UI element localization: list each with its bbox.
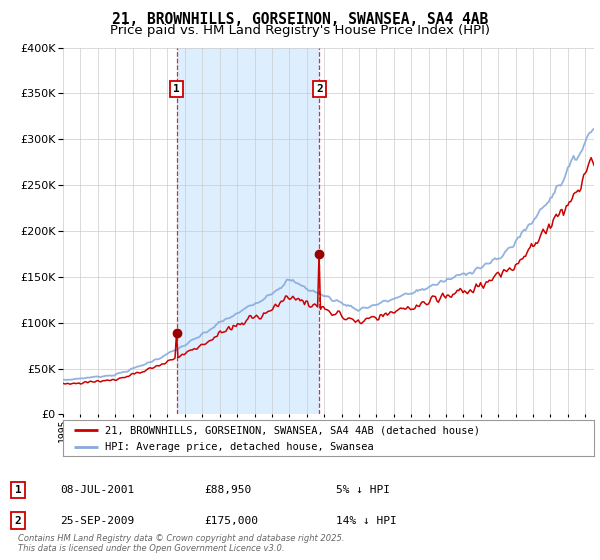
Text: £175,000: £175,000 xyxy=(204,516,258,526)
Text: 2: 2 xyxy=(316,84,323,94)
Text: 08-JUL-2001: 08-JUL-2001 xyxy=(60,485,134,495)
Text: 2: 2 xyxy=(14,516,22,526)
Bar xyxy=(176,48,319,414)
Text: 1: 1 xyxy=(173,84,180,94)
Text: 5% ↓ HPI: 5% ↓ HPI xyxy=(336,485,390,495)
Text: HPI: Average price, detached house, Swansea: HPI: Average price, detached house, Swan… xyxy=(106,442,374,452)
Text: 25-SEP-2009: 25-SEP-2009 xyxy=(60,516,134,526)
Text: 21, BROWNHILLS, GORSEINON, SWANSEA, SA4 4AB: 21, BROWNHILLS, GORSEINON, SWANSEA, SA4 … xyxy=(112,12,488,27)
Text: 21, BROWNHILLS, GORSEINON, SWANSEA, SA4 4AB (detached house): 21, BROWNHILLS, GORSEINON, SWANSEA, SA4 … xyxy=(106,425,481,435)
Text: 1: 1 xyxy=(14,485,22,495)
Text: Price paid vs. HM Land Registry's House Price Index (HPI): Price paid vs. HM Land Registry's House … xyxy=(110,24,490,36)
Text: £88,950: £88,950 xyxy=(204,485,251,495)
Text: Contains HM Land Registry data © Crown copyright and database right 2025.
This d: Contains HM Land Registry data © Crown c… xyxy=(18,534,344,553)
Text: 14% ↓ HPI: 14% ↓ HPI xyxy=(336,516,397,526)
